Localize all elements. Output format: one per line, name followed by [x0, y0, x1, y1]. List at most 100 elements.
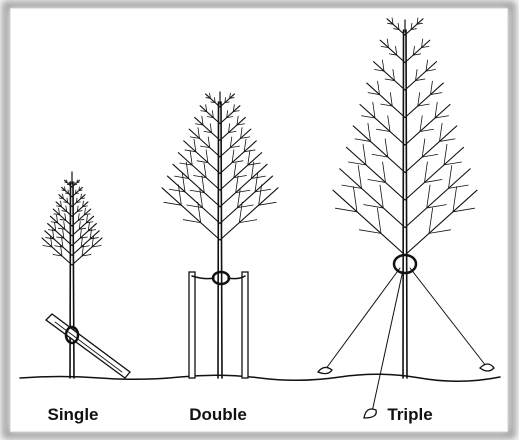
- branch: [404, 61, 438, 91]
- twig: [174, 175, 189, 179]
- twig: [189, 136, 200, 139]
- ground: [19, 373, 501, 383]
- label: Double: [189, 405, 247, 424]
- twig: [76, 205, 79, 212]
- twig: [237, 204, 254, 209]
- twig: [434, 101, 438, 119]
- twig: [228, 130, 237, 134]
- branch: [71, 215, 95, 237]
- branch: [219, 105, 241, 125]
- twig: [181, 173, 186, 193]
- branch: [219, 93, 236, 108]
- twig: [78, 186, 80, 191]
- twig: [412, 53, 422, 56]
- twig: [235, 189, 251, 194]
- twig: [376, 128, 391, 132]
- trunk: [69, 181, 72, 379]
- twig: [89, 237, 99, 240]
- twig: [42, 245, 53, 248]
- trunk: [72, 181, 75, 379]
- twig: [65, 205, 68, 212]
- twig: [60, 245, 63, 257]
- twig: [384, 138, 389, 158]
- branch: [71, 230, 100, 256]
- twig: [354, 138, 371, 142]
- guy-wires: [324, 267, 487, 413]
- twig: [48, 229, 57, 232]
- twig: [415, 78, 426, 81]
- twig: [77, 213, 80, 221]
- twig: [236, 115, 239, 126]
- twig: [238, 219, 258, 224]
- twig: [85, 221, 94, 224]
- label: Single: [47, 405, 98, 424]
- branch: [71, 194, 86, 208]
- twig: [238, 201, 243, 224]
- branch: [194, 116, 221, 141]
- branch: [161, 187, 221, 241]
- peg: [316, 366, 333, 375]
- twig: [76, 210, 83, 212]
- twig: [75, 197, 78, 203]
- twig: [45, 237, 55, 240]
- twig: [81, 254, 92, 257]
- branch: [55, 201, 73, 217]
- twig: [195, 123, 204, 126]
- twig: [62, 229, 65, 239]
- twig: [79, 236, 88, 239]
- twig: [207, 136, 211, 149]
- twig: [184, 149, 197, 153]
- branch: [71, 201, 89, 217]
- twig: [228, 123, 231, 134]
- branch: [41, 237, 73, 266]
- twig: [421, 38, 424, 49]
- twig: [84, 207, 86, 216]
- twig: [233, 162, 237, 179]
- twig: [185, 161, 189, 179]
- branch: [183, 140, 221, 175]
- branch: [219, 140, 257, 175]
- twig: [421, 153, 439, 158]
- twig: [59, 219, 67, 221]
- twig: [226, 110, 229, 119]
- twig: [258, 184, 262, 206]
- twig: [425, 59, 428, 72]
- twig: [389, 92, 393, 107]
- twig: [229, 97, 235, 99]
- twig: [89, 229, 92, 240]
- twig: [62, 193, 64, 200]
- twig: [80, 197, 86, 200]
- twig: [205, 149, 209, 164]
- twig: [387, 22, 394, 25]
- twig: [64, 186, 66, 191]
- twig: [54, 221, 57, 232]
- branch: [49, 215, 73, 237]
- branch: [188, 128, 221, 158]
- branch: [219, 187, 279, 241]
- branch: [404, 103, 451, 146]
- branch: [63, 179, 73, 188]
- twig: [251, 175, 266, 179]
- twig: [82, 205, 88, 208]
- twig: [430, 80, 433, 95]
- twig: [63, 221, 66, 230]
- twig: [224, 101, 230, 104]
- twig: [424, 179, 443, 183]
- branch: [204, 93, 221, 108]
- twig: [243, 149, 256, 153]
- tie: [392, 253, 418, 275]
- twig: [247, 162, 261, 166]
- branch: [219, 152, 263, 191]
- twig: [426, 184, 431, 209]
- twig: [61, 189, 66, 191]
- twig: [348, 161, 367, 166]
- branch: [219, 175, 274, 224]
- trees: [41, 17, 478, 379]
- branch: [404, 82, 444, 119]
- twig: [367, 179, 386, 183]
- twig: [82, 200, 84, 208]
- branch: [61, 186, 73, 198]
- branch: [339, 168, 406, 229]
- twig: [376, 207, 382, 234]
